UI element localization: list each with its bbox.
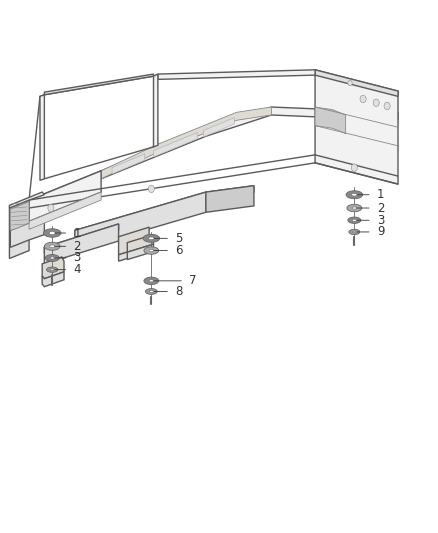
Polygon shape xyxy=(315,107,346,134)
Text: 9: 9 xyxy=(377,225,385,238)
Polygon shape xyxy=(10,200,29,259)
Ellipse shape xyxy=(143,235,159,243)
Polygon shape xyxy=(44,224,119,264)
Ellipse shape xyxy=(348,217,361,223)
Polygon shape xyxy=(29,107,398,208)
Ellipse shape xyxy=(144,277,159,285)
Circle shape xyxy=(148,185,154,192)
Polygon shape xyxy=(11,201,29,230)
Ellipse shape xyxy=(353,231,356,233)
Ellipse shape xyxy=(349,229,360,235)
Polygon shape xyxy=(112,154,145,174)
Polygon shape xyxy=(44,74,153,95)
Ellipse shape xyxy=(50,257,54,259)
Ellipse shape xyxy=(149,290,153,293)
Ellipse shape xyxy=(352,207,357,209)
Ellipse shape xyxy=(149,249,154,252)
Ellipse shape xyxy=(43,229,61,237)
Ellipse shape xyxy=(50,269,54,270)
Text: 1: 1 xyxy=(377,188,385,201)
Polygon shape xyxy=(42,257,64,279)
Polygon shape xyxy=(204,118,234,137)
Circle shape xyxy=(348,80,352,86)
Polygon shape xyxy=(206,185,254,212)
Ellipse shape xyxy=(46,267,58,272)
Polygon shape xyxy=(75,192,206,251)
Ellipse shape xyxy=(144,247,159,254)
Circle shape xyxy=(373,99,379,107)
Polygon shape xyxy=(119,245,149,261)
Text: 5: 5 xyxy=(175,232,183,245)
Polygon shape xyxy=(29,192,101,229)
Ellipse shape xyxy=(49,245,55,248)
Polygon shape xyxy=(29,171,101,221)
Text: 1: 1 xyxy=(74,227,81,239)
Text: 2: 2 xyxy=(377,201,385,214)
Circle shape xyxy=(351,164,357,171)
Polygon shape xyxy=(40,95,44,180)
Ellipse shape xyxy=(49,231,55,235)
Text: 7: 7 xyxy=(189,274,197,287)
Polygon shape xyxy=(44,224,119,254)
Text: 4: 4 xyxy=(74,263,81,276)
Polygon shape xyxy=(101,107,272,179)
Ellipse shape xyxy=(145,288,157,294)
Polygon shape xyxy=(119,227,149,255)
Ellipse shape xyxy=(44,243,60,251)
Ellipse shape xyxy=(347,204,362,212)
Circle shape xyxy=(384,102,390,110)
Ellipse shape xyxy=(346,191,363,199)
Polygon shape xyxy=(315,70,398,96)
Text: 6: 6 xyxy=(175,244,183,257)
Polygon shape xyxy=(75,185,254,237)
Ellipse shape xyxy=(148,237,154,240)
Polygon shape xyxy=(153,133,197,157)
Text: 3: 3 xyxy=(74,252,81,264)
Circle shape xyxy=(360,95,366,103)
Ellipse shape xyxy=(352,219,357,221)
Polygon shape xyxy=(158,70,315,79)
Polygon shape xyxy=(153,74,158,147)
Polygon shape xyxy=(10,192,44,208)
Polygon shape xyxy=(11,217,44,247)
Text: 8: 8 xyxy=(175,285,183,298)
Ellipse shape xyxy=(45,255,59,262)
Text: 2: 2 xyxy=(74,240,81,253)
Polygon shape xyxy=(127,244,153,260)
Polygon shape xyxy=(42,272,64,287)
Ellipse shape xyxy=(149,280,154,282)
Polygon shape xyxy=(315,70,398,184)
Text: 3: 3 xyxy=(377,214,385,227)
Polygon shape xyxy=(127,235,153,252)
Circle shape xyxy=(48,204,54,212)
Ellipse shape xyxy=(352,193,357,196)
